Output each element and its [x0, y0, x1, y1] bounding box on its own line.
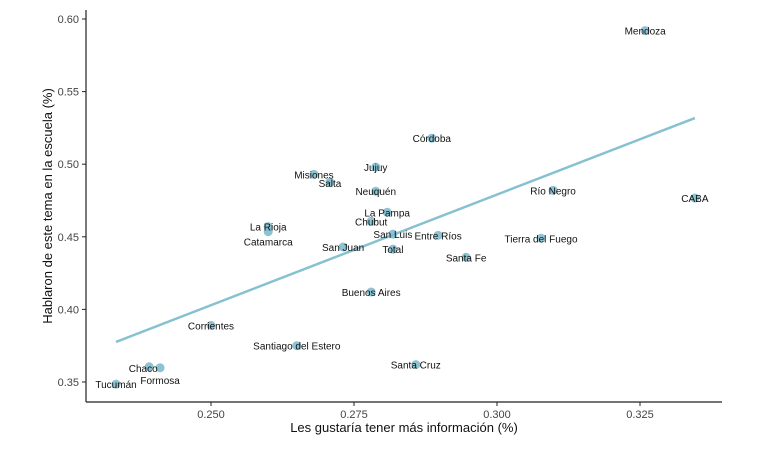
point-label: Chaco	[129, 364, 158, 375]
data-point	[690, 193, 700, 203]
y-tick-label: 0.40	[58, 304, 79, 316]
data-point	[366, 216, 376, 226]
data-point	[388, 229, 398, 239]
y-tick-label: 0.35	[58, 377, 79, 389]
data-point	[433, 230, 443, 240]
point-label: Entre Ríos	[414, 231, 461, 242]
y-axis-label: Hablaron de este tema en la escuela (%)	[40, 88, 55, 324]
trend-line	[115, 116, 696, 344]
y-axis-ticks: 0.35 0.40 0.45 0.50 0.55 0.60	[58, 14, 86, 389]
point-label: Salta	[319, 179, 342, 190]
point-label: Misiones	[294, 170, 333, 181]
y-tick-label: 0.55	[58, 87, 79, 99]
x-tick-label: 0.275	[340, 409, 368, 421]
data-point	[640, 26, 650, 36]
data-point	[206, 320, 216, 330]
x-tick-label: 0.300	[483, 409, 511, 421]
point-label: Buenos Aires	[342, 288, 401, 299]
x-tick-label: 0.325	[626, 409, 654, 421]
data-point	[536, 233, 546, 243]
data-point	[155, 363, 165, 373]
point-label: Corrientes	[188, 321, 234, 332]
data-point	[411, 360, 421, 370]
data-point	[144, 362, 154, 372]
point-label: Santa Fe	[446, 253, 487, 264]
point-label: Tucumán	[95, 380, 136, 391]
point-label: Jujuy	[364, 163, 387, 174]
point-label: Neuquén	[355, 187, 396, 198]
point-label: Córdoba	[413, 134, 452, 145]
point-label: San Luis	[373, 230, 412, 241]
point-label: La Pampa	[364, 208, 410, 219]
data-point	[382, 207, 392, 217]
point-label: Formosa	[140, 376, 180, 387]
data-point	[325, 177, 335, 187]
y-tick-label: 0.45	[58, 232, 79, 244]
data-point	[292, 341, 302, 351]
data-point	[371, 162, 381, 172]
data-point	[263, 227, 273, 237]
point-label: Catamarca	[244, 238, 293, 249]
point-label: Santa Cruz	[391, 361, 441, 372]
point-label: La Rioja	[250, 223, 287, 234]
data-point	[388, 244, 398, 254]
point-label: Total	[382, 245, 403, 256]
point-label: CABA	[681, 194, 709, 205]
point-label: San Juan	[322, 243, 364, 254]
x-axis-ticks: 0.250 0.275 0.300 0.325	[197, 402, 654, 421]
data-point	[111, 379, 121, 389]
data-point	[338, 242, 348, 252]
point-label: Mendoza	[625, 27, 667, 38]
point-label: Río Negro	[530, 186, 576, 197]
data-point	[461, 252, 471, 262]
x-tick-label: 0.250	[197, 409, 225, 421]
data-point	[309, 169, 319, 179]
y-tick-label: 0.60	[58, 14, 79, 26]
data-point	[427, 133, 437, 143]
data-point	[366, 287, 376, 297]
point-label: Santiago del Estero	[253, 342, 341, 353]
point-label: Tierra del Fuego	[505, 234, 578, 245]
x-axis-label: Les gustaría tener más información (%)	[290, 420, 518, 435]
point-label: Chubut	[355, 217, 387, 228]
data-point	[548, 185, 558, 195]
y-tick-label: 0.50	[58, 159, 79, 171]
data-point	[371, 186, 381, 196]
